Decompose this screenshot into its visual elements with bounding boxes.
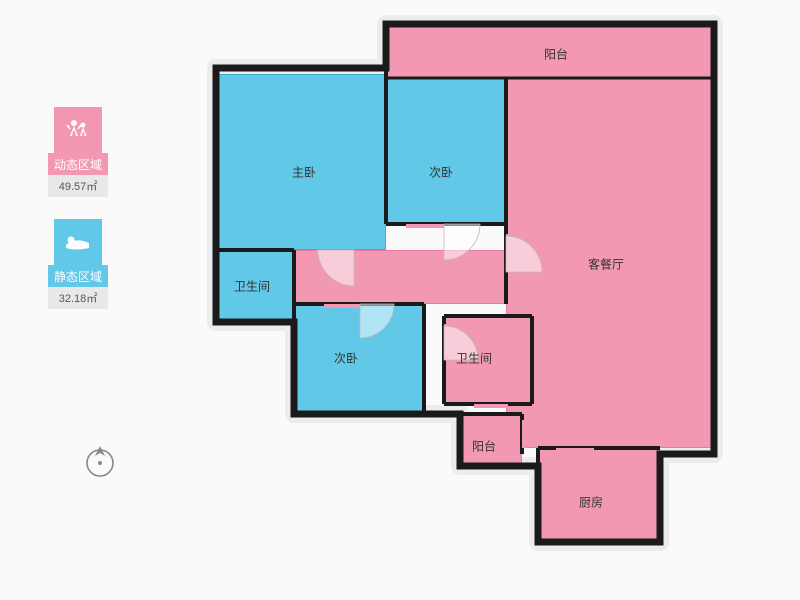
room-label-kitchen: 厨房 xyxy=(579,494,603,511)
room-label-balcony-top: 阳台 xyxy=(544,46,568,63)
legend-dynamic-title: 动态区域 xyxy=(48,153,108,175)
compass-icon xyxy=(82,443,118,479)
room-label-bath-left: 卫生间 xyxy=(234,278,270,295)
legend-dynamic-value: 49.57㎡ xyxy=(48,175,108,197)
legend-static-title: 静态区域 xyxy=(48,265,108,287)
legend-static: 静态区域 32.18㎡ xyxy=(48,219,108,309)
room-label-second-bed-b: 次卧 xyxy=(334,350,358,367)
room-label-balcony-small: 阳台 xyxy=(472,438,496,455)
room-label-second-bed-r: 次卧 xyxy=(429,164,453,181)
room-label-bath-right: 卫生间 xyxy=(456,350,492,367)
people-icon xyxy=(54,107,102,153)
room-label-living-dining: 客餐厅 xyxy=(588,256,624,273)
legend-static-value: 32.18㎡ xyxy=(48,287,108,309)
legend: 动态区域 49.57㎡ 静态区域 32.18㎡ xyxy=(48,107,108,331)
floor-plan: 阳台客餐厅主卧次卧卫生间次卧卫生间阳台厨房 xyxy=(216,24,716,576)
canvas: 动态区域 49.57㎡ 静态区域 32.18㎡ 阳台客餐厅主卧次卧卫生间次卧卫生… xyxy=(0,0,800,600)
room-label-master-bed: 主卧 xyxy=(292,164,316,181)
sleep-icon xyxy=(54,219,102,265)
legend-dynamic: 动态区域 49.57㎡ xyxy=(48,107,108,197)
